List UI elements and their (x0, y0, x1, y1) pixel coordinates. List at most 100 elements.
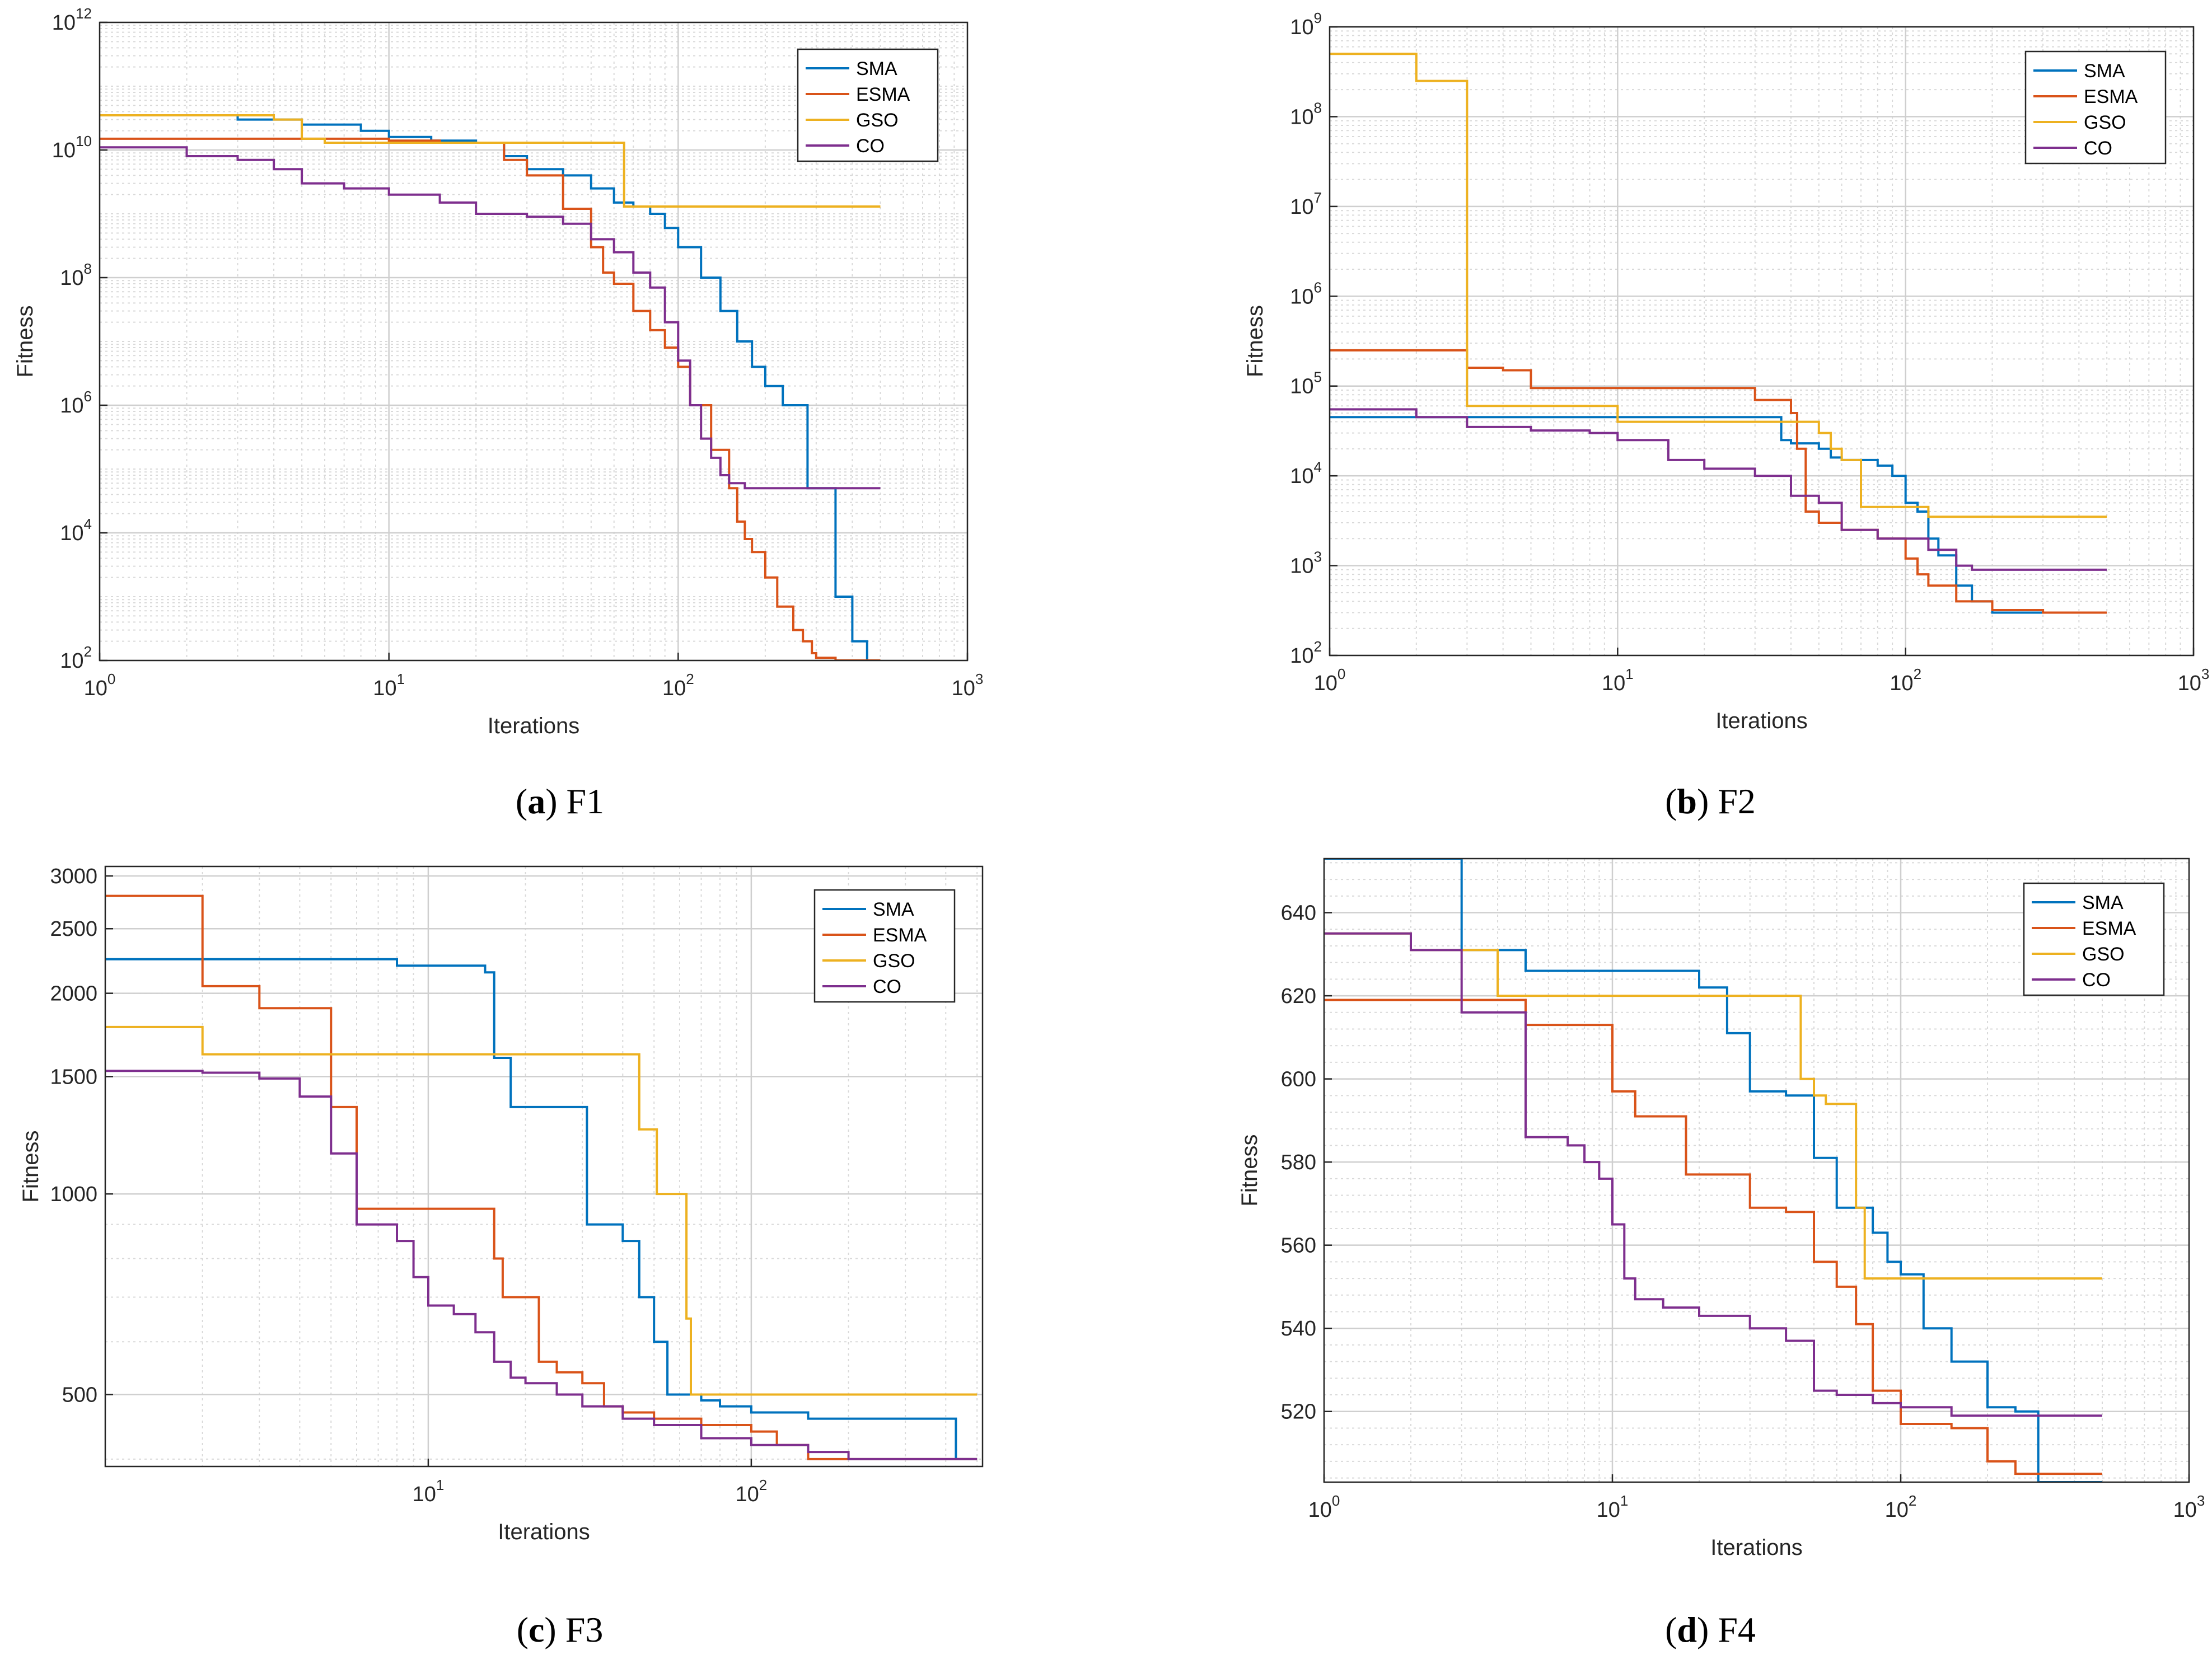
y-tick-label: 580 (1281, 1151, 1316, 1174)
series-line-esma (105, 894, 978, 1460)
y-tick-label: 2000 (50, 982, 97, 1006)
y-tick-label: 620 (1281, 985, 1316, 1008)
legend-label-esma: ESMA (2084, 86, 2138, 107)
grid (99, 21, 969, 662)
x-tick-label: 101 (1602, 666, 1634, 695)
chart-b: 100 101 102 103 102 103 104 105 106 107 108 109 Iter… (1243, 10, 2210, 733)
x-tick-label: 102 (736, 1477, 768, 1506)
y-tick-label: 102 (1290, 638, 1322, 668)
caption-letter: a (527, 781, 546, 821)
x-tick-label: 102 (1890, 666, 1921, 695)
y-tick-label: 1000 (50, 1183, 97, 1206)
series-line-esma (1324, 999, 2102, 1475)
x-axis-label: Iterations (1710, 1535, 1803, 1560)
chart-a: 100 101 102 103 102 104 106 108 1010 1012 Iteratio… (13, 5, 984, 738)
y-tick-label: 500 (62, 1384, 97, 1407)
legend: SMA ESMA GSO CO (2024, 50, 2167, 165)
y-tick-label: 600 (1281, 1068, 1316, 1091)
caption-a: (a) F1 (515, 781, 605, 821)
y-tick-label: 106 (1290, 279, 1322, 308)
x-tick-label: 101 (1597, 1492, 1629, 1522)
legend-label-gso: GSO (2082, 944, 2125, 965)
x-tick-label: 103 (2178, 666, 2210, 695)
x-tick-label: 100 (1308, 1492, 1340, 1522)
x-tick-label: 101 (373, 671, 405, 700)
y-axis-label: Fitness (18, 1131, 43, 1203)
x-axis-label: Iterations (498, 1520, 590, 1544)
axes-box (104, 865, 984, 1468)
axes-box (1329, 26, 2195, 657)
x-axis-label: Iterations (1715, 709, 1808, 733)
panel-a-f1: 100 101 102 103 102 104 106 108 1010 1012 Iteratio… (0, 0, 1092, 834)
y-tick-label: 106 (60, 388, 92, 418)
y-tick-label: 1500 (50, 1065, 97, 1089)
caption-d: (d) F4 (1665, 1610, 1756, 1649)
panel-b-f2: 100 101 102 103 102 103 104 105 106 107 108 109 Iter… (1106, 0, 2212, 834)
series-lines (1324, 859, 2102, 1482)
legend-label-co: CO (2082, 969, 2111, 991)
y-tick-label: 104 (1290, 458, 1322, 488)
panel-d-f4: 100 101 102 103 520 540 560 580 600 620 640 Iterati… (1106, 834, 2212, 1673)
caption-letter: d (1677, 1610, 1697, 1649)
series-line-gso (1324, 932, 2102, 1280)
legend-label-co: CO (856, 135, 885, 157)
x-tick-label: 102 (1885, 1492, 1917, 1522)
y-tick-label: 108 (60, 260, 92, 290)
x-tick-label: 101 (413, 1477, 445, 1506)
caption-label: F3 (565, 1610, 604, 1649)
grid (105, 866, 983, 1466)
y-tick-label: 1010 (52, 133, 92, 162)
series-line-gso (105, 1025, 978, 1396)
y-tick-label: 104 (60, 516, 92, 545)
legend-label-co: CO (873, 976, 901, 997)
legend-label-sma: SMA (2084, 60, 2125, 82)
y-axis-label: Fitness (1243, 305, 1268, 377)
caption-letter: c (529, 1610, 545, 1649)
series-line-esma (1330, 349, 2107, 614)
legend-label-sma: SMA (873, 899, 914, 920)
series-line-gso (100, 114, 881, 208)
y-tick-label: 108 (1290, 99, 1322, 129)
series-line-sma (1330, 416, 2107, 614)
axes-box (1323, 857, 2190, 1483)
y-axis-label: Fitness (1237, 1135, 1262, 1207)
panel-c-f3: 101 102 500 1000 1500 2000 2500 3000 Iterations F… (0, 834, 1092, 1673)
series-line-co (1324, 932, 2102, 1417)
legend: SMA ESMA GSO CO (813, 889, 956, 1003)
y-tick-label: 109 (1290, 10, 1322, 39)
legend-label-co: CO (2084, 138, 2112, 159)
axes-box (99, 21, 969, 662)
y-tick-label: 2500 (50, 917, 97, 941)
series-line-sma (105, 958, 978, 1460)
x-axis-label: Iterations (488, 714, 580, 738)
caption-b: (b) F2 (1665, 781, 1756, 821)
caption-label: F1 (566, 781, 605, 821)
caption-label: F2 (1718, 781, 1756, 821)
x-tick-label: 103 (2173, 1492, 2205, 1522)
x-tick-label: 100 (1314, 666, 1346, 695)
x-tick-label: 103 (952, 671, 984, 700)
y-tick-label: 540 (1281, 1317, 1316, 1341)
legend-label-gso: GSO (2084, 112, 2126, 133)
y-tick-label: 3000 (50, 865, 97, 888)
caption-label: F4 (1718, 1610, 1756, 1649)
x-tick-label: 100 (84, 671, 116, 700)
legend-label-esma: ESMA (2082, 918, 2136, 939)
y-tick-label: 105 (1290, 369, 1322, 399)
series-lines (105, 894, 978, 1460)
legend: SMA ESMA GSO CO (2023, 882, 2165, 996)
y-tick-label: 520 (1281, 1400, 1316, 1424)
legend: SMA ESMA GSO CO (797, 48, 939, 162)
legend-label-sma: SMA (856, 58, 897, 79)
y-tick-label: 102 (60, 643, 92, 673)
y-tick-label: 560 (1281, 1234, 1316, 1258)
legend-label-esma: ESMA (856, 84, 910, 105)
y-tick-label: 640 (1281, 902, 1316, 925)
x-tick-label: 102 (662, 671, 694, 700)
legend-label-esma: ESMA (873, 925, 927, 946)
series-line-co (105, 1070, 978, 1460)
y-tick-label: 103 (1290, 549, 1322, 578)
series-line-co (1330, 408, 2107, 571)
series-line-sma (1324, 859, 2102, 1482)
legend-label-gso: GSO (873, 950, 915, 972)
